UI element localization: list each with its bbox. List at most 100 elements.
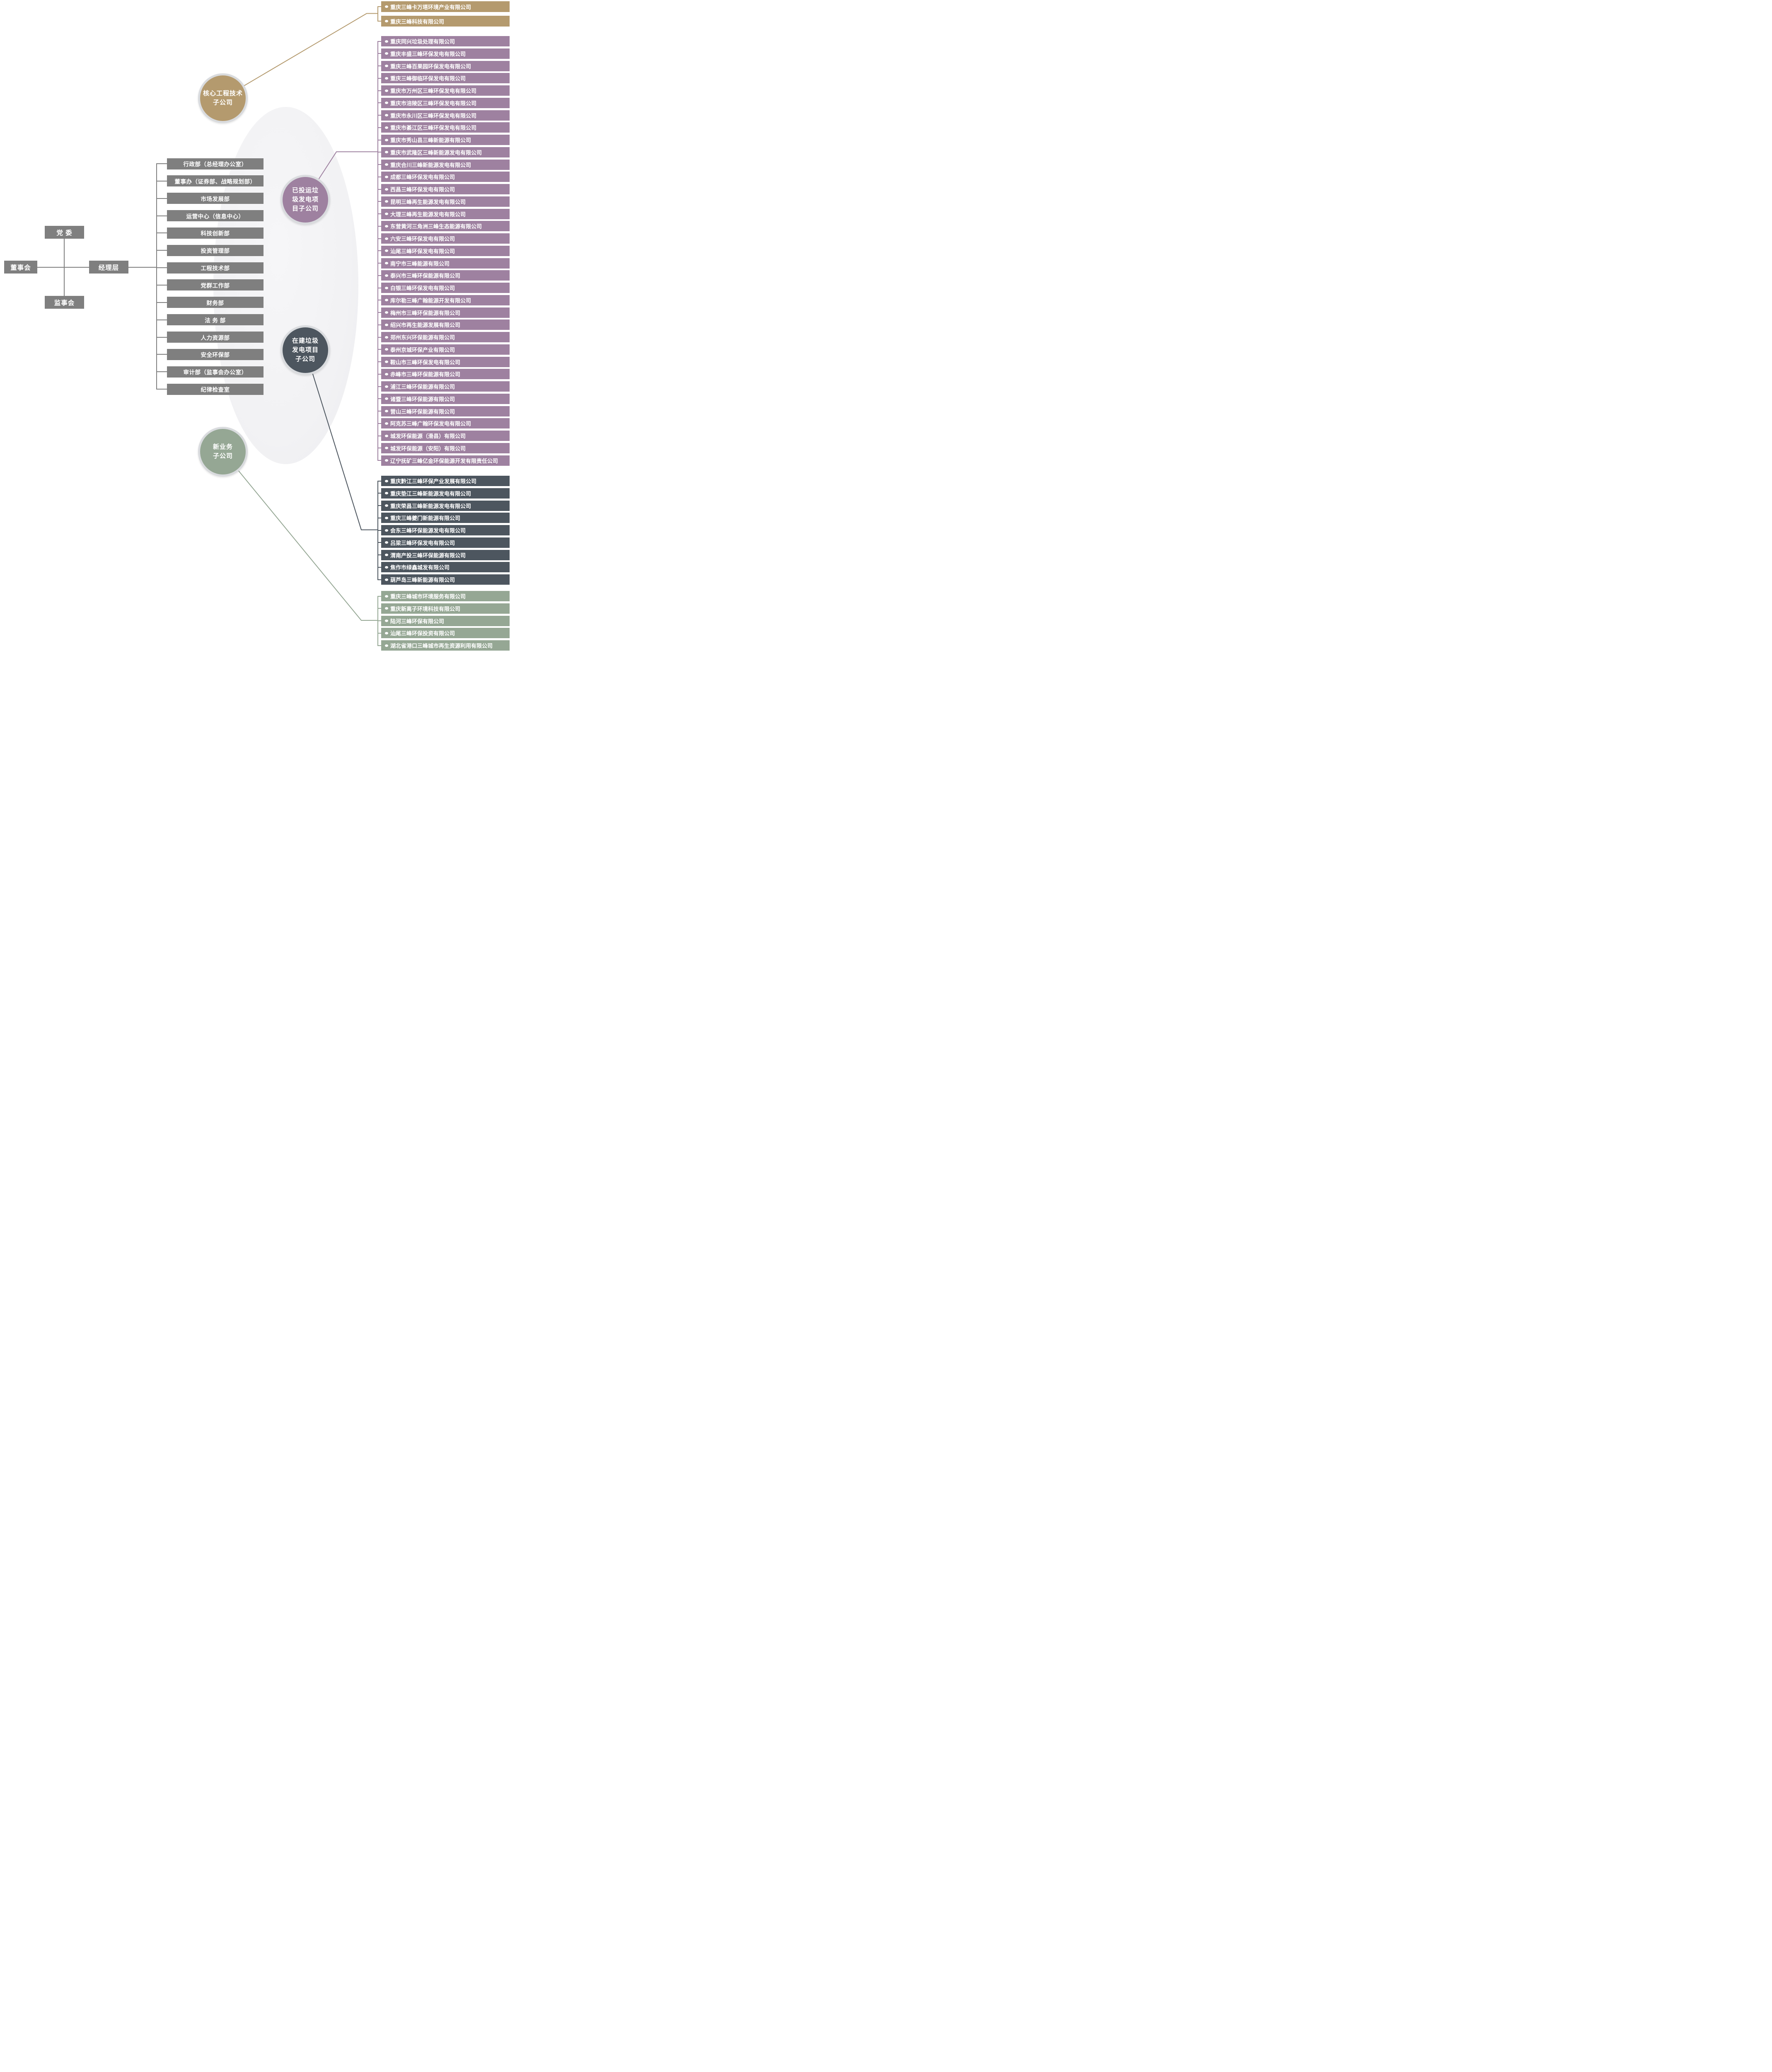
company-item: 重庆三峰百果园环保发电有限公司 — [381, 61, 510, 71]
company-item: 鞍山市三峰环保发电有限公司 — [381, 356, 510, 367]
company-item: 渭南产投三峰环保能源有限公司 — [381, 549, 510, 560]
company-name: 阿克苏三峰广翰环保发电有限公司 — [390, 421, 471, 427]
company-name: 鞍山市三峰环保发电有限公司 — [390, 359, 461, 366]
core-engineering-tick — [377, 21, 381, 22]
company-item: 重庆市永川区三峰环保发电有限公司 — [381, 110, 510, 121]
company-name: 重庆丰盛三峰环保发电有限公司 — [390, 51, 466, 57]
operating-projects-tick — [377, 90, 381, 91]
company-item: 汕尾三峰环保发电有限公司 — [381, 245, 510, 256]
company-item: 白银三峰环保发电有限公司 — [381, 283, 510, 293]
operating-projects-tick — [377, 77, 381, 79]
bullet-icon — [385, 52, 388, 55]
bullet-icon — [385, 249, 388, 252]
company-name: 库尔勒三峰广翰能源开发有限公司 — [390, 297, 471, 304]
company-item: 重庆市涪陵区三峰环保发电有限公司 — [381, 97, 510, 108]
company-name: 吕梁三峰环保发电有限公司 — [390, 540, 455, 546]
party-committee-label: 党 委 — [56, 229, 73, 237]
bullet-icon — [385, 459, 388, 462]
under-construction-projects-tick — [377, 554, 381, 555]
company-name: 重庆同兴垃圾处理有限公司 — [390, 39, 455, 45]
department-tick — [156, 180, 167, 182]
company-name: 重庆三峰御临环保发电有限公司 — [390, 75, 466, 82]
company-item: 湖北省港口三峰城市再生资源利用有限公司 — [381, 640, 510, 651]
new-business-tick — [377, 632, 381, 634]
company-name: 大理三峰再生能源发电有限公司 — [390, 211, 466, 218]
company-name: 重庆三峰百果园环保发电有限公司 — [390, 63, 471, 70]
bullet-icon — [385, 323, 388, 326]
new-business-connector — [222, 451, 378, 621]
company-item: 营山三峰环保能源有限公司 — [381, 406, 510, 416]
bullet-icon — [385, 299, 388, 302]
bullet-icon — [385, 554, 388, 556]
company-item: 城发环保能源（安阳）有限公司 — [381, 443, 510, 453]
company-item: 成都三峰环保发电有限公司 — [381, 172, 510, 182]
company-item: 泰兴市三峰环保能源有限公司 — [381, 270, 510, 281]
operating-projects-tick — [377, 373, 381, 375]
line-management-departments — [128, 267, 157, 268]
company-name: 浦江三峰环保能源有限公司 — [390, 384, 455, 390]
department-tick — [156, 250, 167, 251]
company-name: 重庆市永川区三峰环保发电有限公司 — [390, 112, 477, 119]
company-name: 葫芦岛三峰新能源有限公司 — [390, 577, 455, 583]
departments-spine — [156, 163, 157, 390]
department-tick — [156, 284, 167, 286]
company-item: 城发环保能源（滑县）有限公司 — [381, 431, 510, 441]
company-item: 重庆三峰城市环境服务有限公司 — [381, 591, 510, 601]
board-of-directors-box: 董事会 — [4, 261, 37, 274]
company-item: 陆河三峰环保有限公司 — [381, 615, 510, 626]
department-item: 人力资源部 — [167, 332, 264, 343]
bullet-icon — [385, 620, 388, 622]
company-item: 梅州市三峰环保能源有限公司 — [381, 307, 510, 318]
bullet-icon — [385, 188, 388, 191]
company-item: 重庆三峰御临环保发电有限公司 — [381, 73, 510, 84]
company-name: 焦作市绿鑫城发有限公司 — [390, 564, 450, 571]
company-name: 绍兴市再生能源发展有限公司 — [390, 322, 461, 329]
department-item: 科技创新部 — [167, 227, 264, 239]
department-item: 运营中心（信息中心） — [167, 210, 264, 222]
new-business-circle: 新业务 子公司 — [198, 427, 248, 477]
department-item: 投资管理部 — [167, 244, 264, 256]
bullet-icon — [385, 163, 388, 166]
bullet-icon — [385, 632, 388, 634]
bullet-icon — [385, 311, 388, 314]
bullet-icon — [385, 385, 388, 388]
company-name: 城发环保能源（安阳）有限公司 — [390, 445, 466, 452]
bullet-icon — [385, 607, 388, 610]
company-name: 白银三峰环保发电有限公司 — [390, 285, 455, 291]
operating-projects-tick — [377, 41, 381, 42]
department-tick — [156, 198, 167, 199]
bullet-icon — [385, 200, 388, 203]
operating-projects-tick — [377, 312, 381, 313]
company-name: 营山三峰环保能源有限公司 — [390, 408, 455, 415]
operating-projects-tick — [377, 102, 381, 104]
new-business-tick — [377, 608, 381, 609]
company-name: 湖北省港口三峰城市再生资源利用有限公司 — [390, 643, 493, 649]
department-tick — [156, 389, 167, 390]
bullet-icon — [385, 225, 388, 228]
board-of-directors-label: 董事会 — [10, 264, 31, 271]
operating-projects-tick — [377, 250, 381, 252]
operating-projects-tick — [377, 115, 381, 116]
bullet-icon — [385, 397, 388, 400]
bullet-icon — [385, 175, 388, 178]
company-name: 西昌三峰环保发电有限公司 — [390, 186, 455, 193]
company-name: 重庆垫江三峰新能源发电有限公司 — [390, 490, 471, 497]
company-name: 重庆新离子环境科技有限公司 — [390, 605, 461, 612]
new-business-tick — [377, 645, 381, 646]
department-item: 财务部 — [167, 297, 264, 308]
core-engineering-spine — [377, 6, 378, 22]
supervisory-board-box: 监事会 — [45, 296, 84, 309]
operating-projects-tick — [377, 423, 381, 424]
company-item: 昆明三峰再生能源发电有限公司 — [381, 196, 510, 207]
under-construction-projects-circle: 在建垃圾 发电项目 子公司 — [280, 325, 330, 375]
company-name: 城发环保能源（滑县）有限公司 — [390, 433, 466, 439]
operating-projects-tick — [377, 189, 381, 190]
company-name: 诸暨三峰环保能源有限公司 — [390, 396, 455, 402]
org-chart-canvas: 党 委 董事会 经理层 监事会 核心工程技术 子公司 已投运垃 圾发电项 目子公… — [0, 0, 510, 651]
company-item: 辽宁抚矿三峰亿金环保能源开发有限责任公司 — [381, 455, 510, 466]
department-item: 法 务 部 — [167, 314, 264, 326]
operating-projects-tick — [377, 386, 381, 387]
company-name: 会东三峰环保能源发电有限公司 — [390, 528, 466, 534]
bullet-icon — [385, 237, 388, 240]
operating-projects-tick — [377, 336, 381, 338]
